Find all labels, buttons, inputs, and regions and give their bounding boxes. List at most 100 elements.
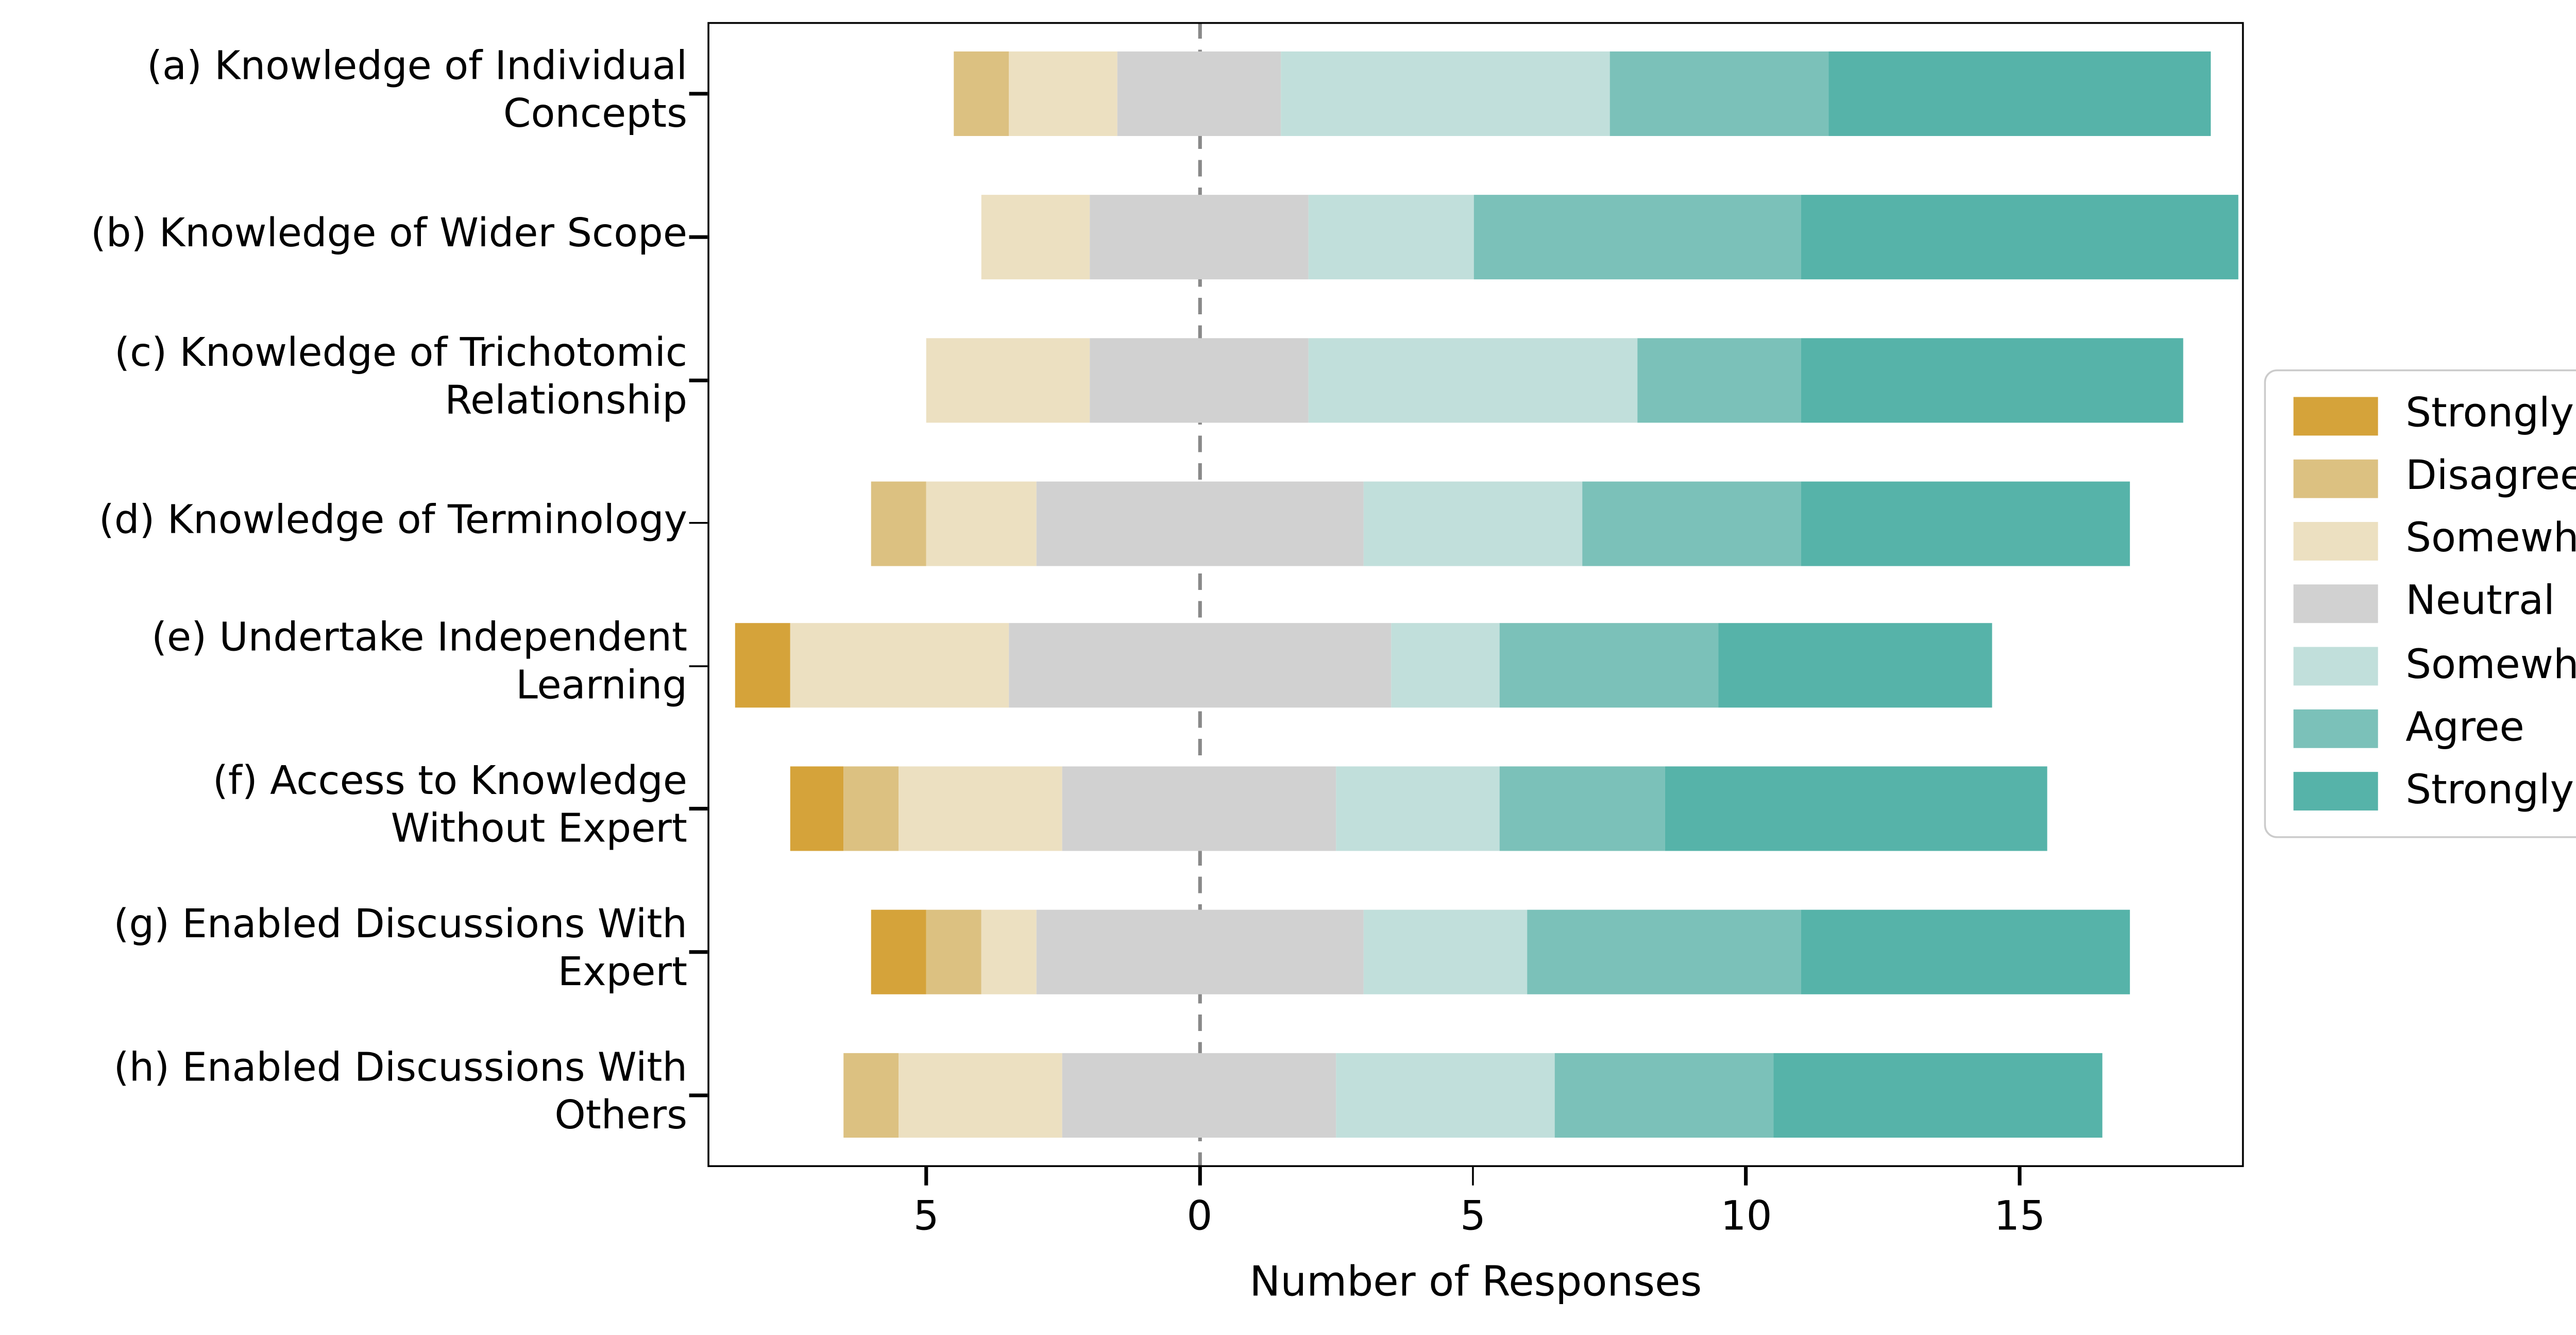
bar-segment-strongly-agree (1828, 51, 2211, 136)
bar-segment-somewhat-agree (1336, 1053, 1555, 1138)
bar-segment-somewhat-disagree (899, 767, 1063, 852)
x-tick-label: 10 (1720, 1194, 1772, 1241)
bar-segment-strongly-disagree (871, 910, 926, 995)
legend-item: Agree (2293, 698, 2576, 761)
y-axis-tick (689, 664, 708, 668)
legend-item: Somewhat Disagree (2293, 510, 2576, 572)
bar-segment-somewhat-agree (1391, 623, 1501, 708)
category-label: (f) Access to Knowledge Without Expert (212, 759, 688, 854)
legend-label-strongly-agree: Strongly Agree (2405, 768, 2574, 814)
category-label: (a) Knowledge of Individual Concepts (147, 44, 688, 138)
bar-segment-disagree (926, 910, 981, 995)
y-axis-tick (689, 378, 708, 382)
bar-segment-neutral (1036, 910, 1364, 995)
bar-segment-agree (1472, 194, 1801, 279)
legend: Strongly Disagree Disagree Somewhat Disagr… (2264, 369, 2576, 838)
bar-segment-somewhat-agree (1309, 337, 1637, 423)
bar-segment-somewhat-disagree (980, 194, 1091, 279)
bar-segment-somewhat-agree (1363, 910, 1528, 995)
y-axis-tick (689, 92, 708, 95)
bar-segment-agree (1555, 1053, 1774, 1138)
category-label: (b) Knowledge of Wider Scope (91, 211, 688, 257)
legend-item: Disagree (2293, 447, 2576, 509)
bar-segment-disagree (871, 480, 926, 566)
bar-segment-somewhat-agree (1336, 767, 1501, 852)
bar-segment-strongly-agree (1801, 194, 2239, 279)
bar-segment-agree (1609, 51, 1828, 136)
legend-swatch-somewhat-disagree (2293, 521, 2378, 561)
x-tick-label: 0 (1187, 1194, 1213, 1241)
bar-segment-neutral (1090, 194, 1309, 279)
legend-label-disagree: Disagree (2405, 454, 2576, 500)
x-axis-tick (1471, 1167, 1475, 1186)
y-axis-tick (689, 807, 708, 811)
bar-segment-agree (1582, 480, 1801, 566)
bar-segment-neutral (1036, 480, 1364, 566)
bar-segment-somewhat-disagree (1008, 51, 1118, 136)
y-axis-tick (689, 951, 708, 954)
x-tick-label: 15 (1994, 1194, 2046, 1241)
bar-segment-neutral (1090, 337, 1309, 423)
legend-swatch-strongly-disagree (2293, 396, 2378, 435)
bar-segment-somewhat-disagree (980, 910, 1036, 995)
bar-segment-somewhat-disagree (789, 623, 1008, 708)
bar-segment-agree (1500, 623, 1719, 708)
legend-swatch-neutral (2293, 584, 2378, 623)
bar-segment-strongly-agree (1719, 623, 1993, 708)
bar-segment-strongly-agree (1664, 767, 2047, 852)
bar-segment-disagree (844, 767, 899, 852)
legend-item: Somewhat Agree (2293, 635, 2576, 698)
plot-area-frame (707, 22, 2244, 1168)
y-axis-tick (689, 1093, 708, 1097)
y-axis-tick (689, 521, 708, 525)
legend-swatch-agree (2293, 709, 2378, 749)
x-tick-label: 5 (1460, 1194, 1486, 1241)
category-label: (h) Enabled Discussions With Others (113, 1045, 688, 1140)
legend-label-somewhat-agree: Somewhat Agree (2405, 643, 2576, 689)
category-label: (d) Knowledge of Terminology (98, 497, 688, 544)
bar-segment-disagree (953, 51, 1008, 136)
category-label: (c) Knowledge of Trichotomic Relationshi… (114, 330, 688, 424)
bar-segment-disagree (844, 1053, 899, 1138)
bar-segment-strongly-disagree (735, 623, 790, 708)
bar-segment-strongly-agree (1801, 480, 2129, 566)
legend-item: Neutral (2293, 572, 2576, 635)
category-label: (e) Undertake Independent Learning (151, 616, 688, 711)
bar-segment-agree (1528, 910, 1801, 995)
category-label: (g) Enabled Discussions With Expert (113, 903, 688, 996)
x-axis-tick (1744, 1167, 1748, 1186)
bar-segment-strongly-agree (1801, 910, 2129, 995)
legend-label-somewhat-disagree: Somewhat Disagree (2405, 517, 2576, 563)
legend-label-agree: Agree (2405, 705, 2524, 752)
bar-segment-neutral (1063, 1053, 1336, 1138)
legend-swatch-somewhat-agree (2293, 647, 2378, 686)
bar-segment-agree (1500, 767, 1665, 852)
bar-segment-somewhat-agree (1363, 480, 1583, 566)
legend-label-neutral: Neutral (2405, 580, 2555, 626)
bar-segment-somewhat-agree (1281, 51, 1610, 136)
x-axis-tick (924, 1167, 928, 1186)
x-axis-tick (2018, 1167, 2022, 1186)
bar-segment-somewhat-disagree (899, 1053, 1063, 1138)
y-axis-tick (689, 235, 708, 239)
x-axis-label: Number of Responses (1249, 1259, 1702, 1307)
legend-swatch-strongly-agree (2293, 772, 2378, 812)
x-axis-tick (1198, 1167, 1201, 1186)
bar-segment-neutral (1117, 51, 1282, 136)
bar-segment-somewhat-agree (1309, 194, 1473, 279)
bar-segment-neutral (1008, 623, 1391, 708)
bar-segment-strongly-disagree (789, 767, 844, 852)
legend-item: Strongly Agree (2293, 761, 2576, 823)
bar-segment-somewhat-disagree (926, 480, 1036, 566)
bar-segment-strongly-agree (1801, 337, 2184, 423)
x-tick-label: 5 (913, 1194, 939, 1241)
legend-swatch-disagree (2293, 459, 2378, 498)
bar-segment-agree (1637, 337, 1801, 423)
legend-item: Strongly Disagree (2293, 384, 2576, 447)
legend-label-strongly-disagree: Strongly Disagree (2405, 391, 2574, 437)
bar-segment-strongly-agree (1773, 1053, 2102, 1138)
bar-segment-neutral (1063, 767, 1336, 852)
zero-line (1197, 22, 1202, 1168)
bar-segment-somewhat-disagree (926, 337, 1091, 423)
